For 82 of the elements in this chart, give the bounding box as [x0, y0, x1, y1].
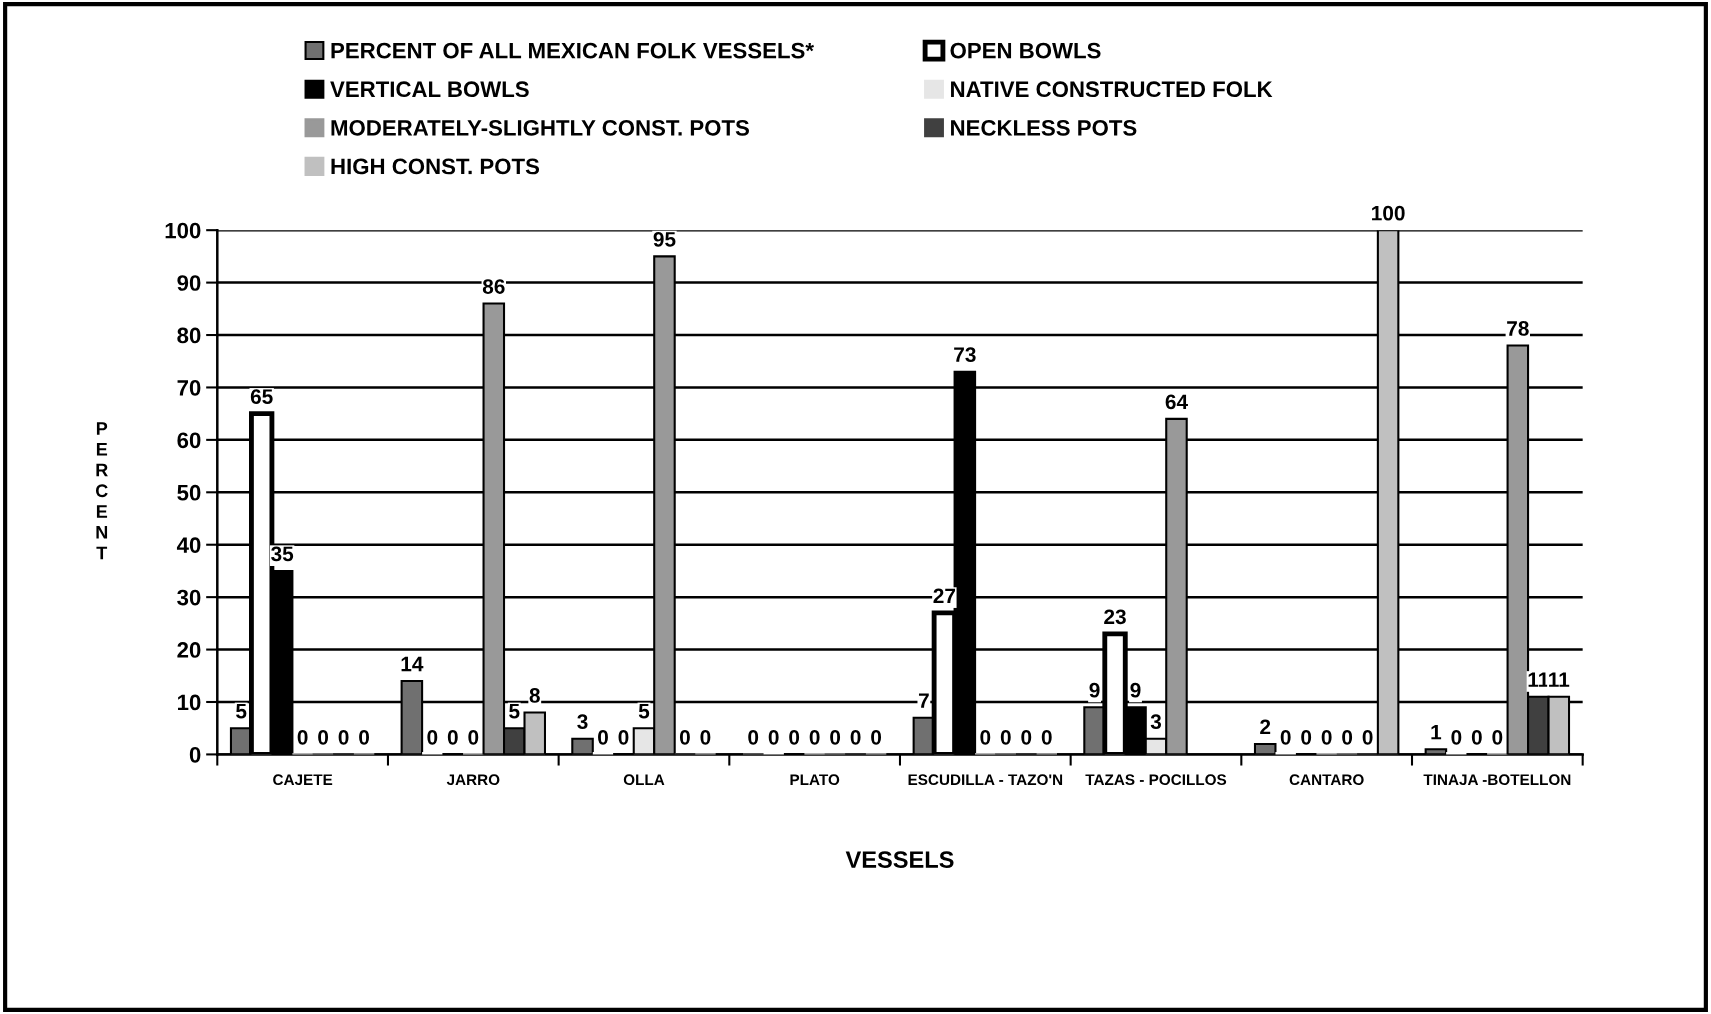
- legend-label: NATIVE CONSTRUCTED FOLK: [951, 81, 1273, 98]
- y-tick-label: 0: [189, 746, 201, 763]
- data-label: 0: [618, 729, 629, 745]
- data-label: 11: [1549, 672, 1570, 687]
- y-tick-label: 100: [165, 222, 201, 239]
- data-label: 65: [250, 389, 273, 404]
- y-tick-label: 10: [178, 694, 201, 711]
- legend-label: NECKLESS POTS: [951, 119, 1137, 136]
- data-label: 14: [401, 656, 424, 672]
- data-label: 0: [1000, 729, 1011, 745]
- data-label: 0: [871, 729, 882, 745]
- data-label: 95: [653, 231, 676, 247]
- data-label: 0: [1280, 729, 1291, 745]
- data-label: 27: [933, 588, 956, 603]
- x-tick-label: CAJETE: [273, 774, 333, 786]
- y-tick-label: 50: [177, 484, 201, 501]
- x-tick-label: TINAJA -BOTELLON: [1423, 774, 1571, 786]
- data-label: 1: [1431, 724, 1442, 740]
- data-label: 0: [1041, 729, 1052, 745]
- data-label: 0: [1362, 729, 1373, 745]
- x-tick-label: TAZAS - POCILLOS: [1085, 774, 1227, 786]
- x-axis-title: VESSELS: [845, 851, 954, 868]
- data-label: 0: [748, 729, 759, 745]
- data-label: 8: [529, 688, 540, 703]
- data-label: 86: [482, 279, 505, 294]
- legend-label: OPEN BOWLS: [950, 42, 1101, 59]
- legend-label: VERTICAL BOWLS: [330, 81, 529, 98]
- data-label: 0: [1342, 729, 1353, 745]
- data-label: 0: [700, 729, 711, 745]
- data-label: 0: [679, 729, 690, 745]
- data-label: 3: [1150, 714, 1162, 730]
- x-tick-label: JARRO: [446, 774, 500, 786]
- data-label: 0: [830, 729, 841, 745]
- data-label: 0: [598, 729, 608, 745]
- data-label: 23: [1104, 609, 1126, 625]
- data-label: 0: [297, 729, 308, 745]
- data-label: 0: [850, 729, 861, 745]
- data-label: 0: [768, 729, 779, 745]
- data-label: 0: [427, 729, 438, 745]
- data-label: 73: [954, 347, 976, 363]
- data-label: 2: [1260, 719, 1271, 735]
- y-tick-label: 60: [177, 432, 201, 449]
- data-label: 100: [1372, 205, 1405, 221]
- data-label: 0: [359, 729, 370, 745]
- data-label: 5: [236, 703, 247, 719]
- y-axis-title: PERCENT: [95, 422, 108, 560]
- data-label: 0: [468, 729, 479, 745]
- data-label: 0: [1301, 729, 1312, 745]
- data-label: 9: [1130, 682, 1141, 698]
- data-label: 0: [447, 729, 458, 745]
- y-tick-label: 40: [176, 537, 201, 553]
- x-tick-label: PLATO: [790, 774, 840, 786]
- data-label: 5: [509, 703, 520, 719]
- data-label: 78: [1507, 321, 1529, 336]
- data-label: 64: [1165, 394, 1188, 410]
- data-label: 0: [1321, 729, 1332, 745]
- y-tick-label: 20: [177, 642, 201, 658]
- data-label: 0: [1492, 729, 1503, 745]
- x-tick-label: CANTARO: [1289, 774, 1364, 786]
- data-label: 3: [577, 714, 588, 730]
- data-label: 0: [1451, 729, 1462, 745]
- x-tick-label: ESCUDILLA - TAZO'N: [908, 774, 1063, 786]
- y-tick-label: 30: [177, 589, 201, 606]
- legend-label: PERCENT OF ALL MEXICAN FOLK VESSELS*: [331, 42, 814, 59]
- data-label: 11: [1528, 672, 1549, 687]
- y-tick-label: 70: [177, 379, 201, 396]
- data-label: 7: [918, 693, 929, 708]
- data-label: 0: [789, 729, 800, 745]
- data-label: 35: [271, 546, 294, 562]
- data-label: 0: [809, 729, 820, 745]
- data-label: 0: [1471, 729, 1482, 745]
- data-label: 0: [338, 729, 349, 745]
- data-label: 0: [318, 729, 329, 745]
- x-tick-label: OLLA: [623, 774, 665, 786]
- y-tick-label: 80: [177, 327, 201, 344]
- data-label: 0: [980, 729, 991, 745]
- data-label: 0: [1021, 729, 1032, 745]
- legend-label: MODERATELY-SLIGHTLY CONST. POTS: [331, 119, 749, 136]
- data-label: 5: [638, 703, 650, 719]
- y-tick-label: 90: [177, 275, 201, 291]
- legend-label: HIGH CONST. POTS: [331, 158, 540, 175]
- data-label: 9: [1089, 682, 1100, 698]
